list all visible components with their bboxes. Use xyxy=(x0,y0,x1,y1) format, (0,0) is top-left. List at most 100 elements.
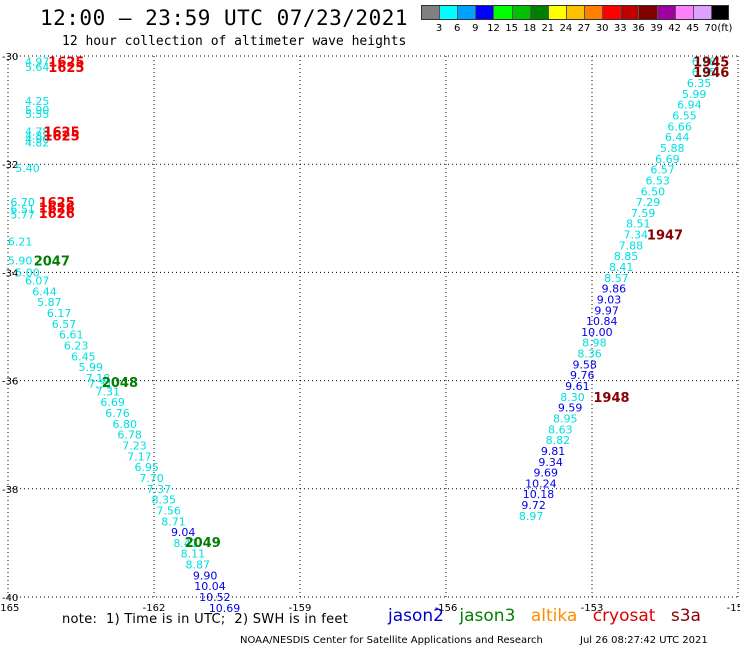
wave-height-label: 9.03 xyxy=(597,293,622,306)
wave-height-label: 6.76 xyxy=(105,407,130,420)
wave-height-label: 4.25 xyxy=(25,95,50,108)
color-scale-label: 18 xyxy=(523,23,537,34)
wave-height-label: 9.58 xyxy=(572,358,597,371)
color-scale-swatch xyxy=(475,5,494,20)
color-scale-swatch xyxy=(710,5,730,20)
color-scale-label: 9 xyxy=(472,23,479,34)
color-scale-swatch xyxy=(638,5,658,20)
wave-height-label: 10.24 xyxy=(525,477,557,490)
wave-height-label: 10.18 xyxy=(523,488,555,501)
y-tick-label: -34 xyxy=(2,268,18,279)
wave-height-label: 6.17 xyxy=(47,307,72,320)
wave-height-label: 8.71 xyxy=(161,515,186,528)
wave-height-label: 9.59 xyxy=(558,402,583,415)
color-scale-label: 45 xyxy=(686,23,700,34)
pass-time-label: 1947 xyxy=(647,229,683,244)
wave-height-label: 6.44 xyxy=(32,285,57,298)
wave-height-label: 6.35 xyxy=(687,77,712,90)
x-tick-label: -150 xyxy=(727,603,740,614)
wave-height-label: 10.04 xyxy=(194,580,226,593)
pass-time-label: 2048 xyxy=(102,376,138,391)
wave-height-label: 9.72 xyxy=(521,499,546,512)
color-scale-label: 30 xyxy=(595,23,609,34)
color-scale-swatch xyxy=(674,5,694,20)
wave-height-label: 7.23 xyxy=(122,440,147,453)
color-scale-swatch xyxy=(656,5,676,20)
wave-height-label: 5.00 xyxy=(15,266,40,279)
legend-s3a: s3a xyxy=(670,606,701,626)
wave-height-label: 6.78 xyxy=(117,429,142,442)
pass-time-label: 1625 xyxy=(48,61,84,76)
wave-height-label: 5.90 xyxy=(8,254,33,267)
wave-height-label: 6.80 xyxy=(113,418,138,431)
color-scale-frame xyxy=(421,5,729,20)
x-tick-label: -153 xyxy=(581,603,604,614)
wave-height-label: 8.85 xyxy=(614,250,639,263)
color-scale-unit: (ft) xyxy=(717,23,733,34)
pass-time-label: 1625 xyxy=(39,196,75,211)
wave-height-label: 7.18 xyxy=(86,372,111,385)
y-tick-label: -30 xyxy=(2,52,18,63)
wave-height-label: 6.61 xyxy=(59,329,84,342)
wave-height-label: 6.57 xyxy=(52,318,77,331)
color-scale-label: 12 xyxy=(487,23,500,34)
wave-height-label: 8.95 xyxy=(553,412,578,425)
color-scale-swatch xyxy=(602,5,621,20)
footer-note: note: 1) Time is in UTC; 2) SWH is in fe… xyxy=(62,612,349,627)
wave-height-label: 6.21 xyxy=(8,236,33,249)
wave-height-label: 7.59 xyxy=(631,207,656,220)
color-scale-label: 24 xyxy=(559,23,573,34)
wave-height-label: 9.76 xyxy=(570,369,595,382)
wave-height-label: 6.69 xyxy=(655,153,680,166)
legend-jason3: jason3 xyxy=(459,606,516,626)
color-scale-label: 42 xyxy=(668,23,681,34)
pass-time-label: 2047 xyxy=(34,254,70,269)
generated-timestamp: Jul 26 08:27:42 UTC 2021 xyxy=(580,635,708,646)
y-tick-label: -36 xyxy=(2,377,18,388)
wave-height-label: 6.95 xyxy=(134,461,159,474)
color-scale-label: 3 xyxy=(435,23,443,34)
x-tick-label: -156 xyxy=(435,603,458,614)
color-scale-swatch xyxy=(439,5,458,20)
color-scale-swatch xyxy=(565,5,585,20)
color-scale-label: 39 xyxy=(650,23,663,34)
wave-height-label: 8.11 xyxy=(181,548,206,561)
wave-height-label: 8.35 xyxy=(151,494,176,507)
pass-time-label: 1945 xyxy=(693,55,729,70)
wave-height-label: 7.31 xyxy=(88,377,113,390)
wave-height-label: 6.28 xyxy=(692,55,717,68)
wave-height-label: 9.04 xyxy=(171,526,196,539)
pass-time-label: 1625 xyxy=(48,55,84,70)
page-title: 12:00 – 23:59 UTC 07/23/2021 xyxy=(40,6,409,30)
color-scale-label: 6 xyxy=(454,23,461,34)
wave-height-label: 6.55 xyxy=(672,110,697,123)
wave-height-label: 8.98 xyxy=(582,337,607,350)
color-scale-label: 27 xyxy=(577,23,591,34)
wave-height-label: 6.69 xyxy=(100,396,125,409)
wave-height-label: 6.23 xyxy=(64,339,89,352)
wave-height-label: 9.86 xyxy=(602,283,627,296)
wave-height-label: 10.84 xyxy=(586,315,618,328)
page-subtitle: 12 hour collection of altimeter wave hei… xyxy=(62,34,407,49)
wave-height-label: 8.36 xyxy=(577,348,602,361)
wave-height-label: 5.90 xyxy=(25,104,50,117)
wave-height-label: 6.57 xyxy=(650,164,675,177)
wave-height-label: 4.90 xyxy=(25,133,50,146)
wave-height-label: 6.70 xyxy=(10,196,35,209)
wave-height-label: 5.77 xyxy=(10,209,35,222)
wave-height-label: 7.29 xyxy=(636,196,661,209)
color-scale-swatch xyxy=(547,5,567,20)
wave-height-label: 4.82 xyxy=(25,137,50,150)
x-tick-label: -165 xyxy=(0,603,19,614)
wave-height-label: 6.53 xyxy=(645,174,670,187)
wave-height-label: 8.82 xyxy=(546,434,571,447)
satellite-legend: jason2 jason3 altika cryosat s3a xyxy=(388,606,711,626)
wave-height-label: 6.44 xyxy=(665,131,690,144)
wave-height-label: 5.87 xyxy=(37,296,62,309)
color-scale-label: 21 xyxy=(541,23,555,34)
wave-height-label: 7.34 xyxy=(624,229,649,242)
wave-height-label: 6.45 xyxy=(71,350,96,363)
wave-height-label: 7.17 xyxy=(127,450,152,463)
wave-height-label: 10.00 xyxy=(581,326,613,339)
